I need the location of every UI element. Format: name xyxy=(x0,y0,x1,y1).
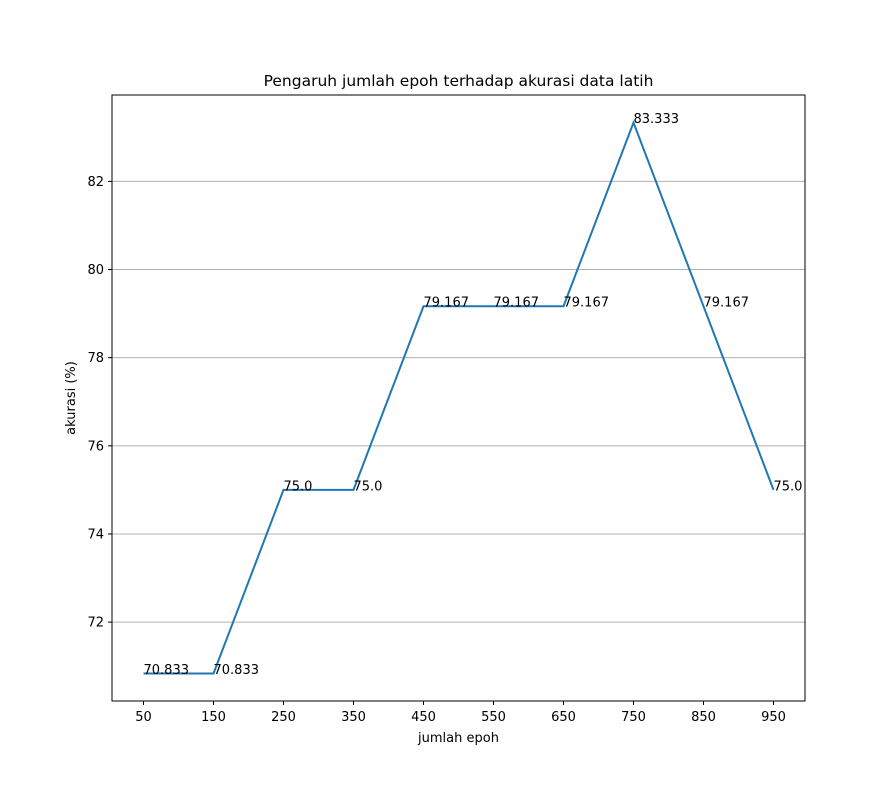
x-tick-label: 750 xyxy=(621,710,646,725)
x-axis-label: jumlah epoh xyxy=(417,731,499,746)
x-tick-label: 550 xyxy=(481,710,506,725)
y-tick-label: 78 xyxy=(87,351,104,366)
x-tick-label: 50 xyxy=(135,710,152,725)
x-tick-label: 250 xyxy=(271,710,296,725)
x-tick-label: 150 xyxy=(201,710,226,725)
data-label: 70.833 xyxy=(144,663,190,678)
data-label: 79.167 xyxy=(494,296,540,311)
data-label: 79.167 xyxy=(424,296,470,311)
x-tick-label: 450 xyxy=(411,710,436,725)
x-tick-label: 950 xyxy=(761,710,786,725)
data-label: 83.333 xyxy=(634,112,680,127)
x-tick-label: 650 xyxy=(551,710,576,725)
data-label: 75.0 xyxy=(354,479,383,494)
data-label: 79.167 xyxy=(704,296,750,311)
y-axis-ticks: 72 74 76 78 80 82 xyxy=(87,175,112,631)
y-tick-label: 76 xyxy=(87,439,104,454)
y-tick-label: 74 xyxy=(87,527,104,542)
data-label: 70.833 xyxy=(214,663,260,678)
y-tick-label: 80 xyxy=(87,263,104,278)
x-tick-label: 850 xyxy=(691,710,716,725)
y-tick-label: 82 xyxy=(87,175,104,190)
series-line xyxy=(143,119,775,675)
data-label: 75.0 xyxy=(774,479,803,494)
x-axis-ticks: 50 150 250 350 450 550 650 750 850 950 xyxy=(135,701,786,725)
series-group xyxy=(143,119,775,675)
data-labels: 70.833 70.833 75.0 75.0 79.167 79.167 79.167 83… xyxy=(144,112,803,678)
y-axis-label: akurasi (%) xyxy=(64,361,79,435)
y-tick-label: 72 xyxy=(87,616,104,631)
x-tick-label: 350 xyxy=(341,710,366,725)
chart-title: Pengaruh jumlah epoh terhadap akurasi da… xyxy=(264,72,654,90)
data-label: 79.167 xyxy=(564,296,610,311)
y-gridlines xyxy=(112,180,805,623)
data-label: 75.0 xyxy=(284,479,313,494)
plot-frame xyxy=(111,94,806,702)
